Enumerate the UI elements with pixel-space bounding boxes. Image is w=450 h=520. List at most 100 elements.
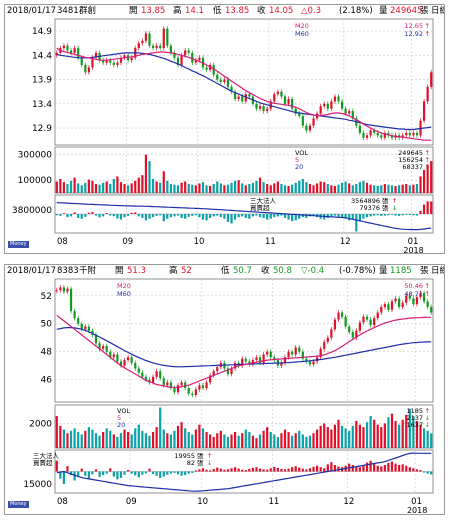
flow-bar [123, 471, 126, 475]
quote-header: 2018/01/17 8383 千附 開 51.3 高 52 低 50.7 收 … [5, 265, 444, 278]
candle [348, 111, 351, 114]
candle [166, 28, 169, 46]
flow-bar [244, 214, 247, 218]
month-label: 12 [343, 497, 354, 507]
candle [223, 79, 226, 82]
volume-bar [237, 435, 240, 448]
candle [219, 79, 222, 82]
volume-frame [54, 146, 434, 194]
open-value: 51.3 [127, 266, 146, 276]
flow-bar [55, 460, 58, 472]
flow-bar [291, 214, 294, 222]
flow-bar [373, 463, 376, 472]
flow-bar [301, 468, 304, 472]
volume-bar [351, 185, 354, 193]
brand-logo: Money [8, 501, 29, 508]
candle [301, 351, 304, 359]
candle [198, 57, 201, 61]
quote-date: 2018/01/17 [7, 6, 56, 16]
volume-bar [176, 185, 180, 193]
volume-bar [77, 432, 80, 448]
volume-bar [258, 177, 262, 193]
candle [212, 371, 215, 376]
candle [241, 96, 244, 102]
candle [237, 96, 240, 99]
flow-bar [333, 465, 337, 472]
candle [258, 357, 262, 363]
volume-bar [344, 181, 347, 193]
volume-bar [55, 181, 58, 193]
candle [180, 55, 183, 66]
flow-bar [191, 471, 194, 473]
candle [387, 132, 390, 136]
volume-readout-arrow: ↓ [425, 421, 430, 429]
candle [87, 67, 90, 73]
candle [162, 378, 165, 386]
flow-bar [408, 214, 411, 215]
volume-bar [405, 184, 408, 193]
flow-bar [273, 214, 276, 218]
change-value: ▽-0.4 [301, 266, 325, 276]
flow-bar [226, 469, 230, 472]
flow-bar [291, 467, 294, 472]
candle [319, 106, 322, 114]
candle [173, 388, 176, 393]
volume-value: 249645 [390, 6, 423, 16]
volume-bar [355, 420, 358, 448]
volume-bar [184, 181, 187, 193]
volume-bar [94, 184, 98, 193]
price-frame [54, 278, 434, 403]
stock-code: 3481 [57, 6, 79, 16]
flow-bar [66, 466, 69, 472]
flow-bar [244, 470, 247, 472]
candle [155, 45, 158, 49]
volume-bar [230, 434, 233, 448]
candle [77, 48, 80, 58]
change-pct: (-0.78%) [339, 266, 376, 276]
flow-bar [212, 468, 215, 472]
candle [266, 108, 269, 112]
volume-unit: 張 [420, 266, 429, 276]
volume-bar [119, 433, 123, 448]
candle [187, 388, 190, 394]
volume-bar [422, 428, 426, 448]
volume-bar [91, 180, 94, 193]
volume-bar [362, 427, 365, 448]
volume-bar [87, 179, 90, 193]
candle [330, 101, 333, 109]
flow-bar [298, 467, 301, 472]
volume-frame [54, 404, 434, 449]
volume-bar [73, 428, 76, 448]
flow-bar [390, 461, 394, 472]
candle [112, 354, 115, 358]
candle [55, 52, 58, 56]
volume-bar [376, 424, 379, 448]
candle [73, 311, 76, 319]
volume-bar [169, 184, 173, 193]
candle [266, 351, 269, 355]
volume-bar [123, 429, 126, 448]
volume-bar [255, 438, 258, 448]
volume-bar [426, 430, 429, 448]
volume-bar [383, 423, 386, 448]
candle [430, 72, 433, 87]
stock-name: 千附 [79, 266, 97, 276]
flow-bar [305, 214, 308, 218]
candle [62, 45, 66, 49]
flow-bar [94, 469, 98, 472]
candle [373, 318, 376, 326]
candle [112, 62, 115, 66]
volume-bar [55, 416, 58, 448]
volume-bar [151, 178, 155, 193]
volume-readout-value: 68337 [402, 163, 423, 171]
period-label: 日線 [431, 266, 444, 276]
candle [426, 86, 429, 102]
flow-bar [198, 469, 201, 472]
volume-bar [373, 185, 376, 193]
volume-bar [405, 414, 408, 448]
candle [390, 135, 394, 138]
volume-bar [273, 434, 276, 448]
flow-bar [323, 468, 326, 472]
candle [376, 132, 379, 136]
